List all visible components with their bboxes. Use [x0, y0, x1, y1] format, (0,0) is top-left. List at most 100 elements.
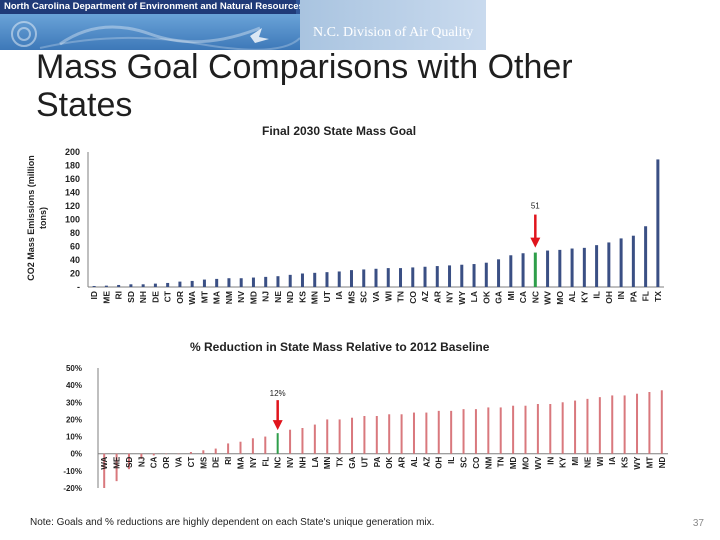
chart2-bar: [611, 395, 614, 454]
chart2-bar: [351, 417, 354, 454]
chart1-x-tick-label: KS: [297, 291, 307, 303]
chart2-x-tick-label: KY: [559, 456, 568, 468]
chart2-x-tick-label: ME: [113, 456, 122, 469]
chart2-x-tick-label: IA: [608, 456, 617, 464]
chart2-bar: [388, 414, 391, 454]
chart2-x-tick-label: NY: [249, 456, 258, 468]
chart1-bar: [558, 249, 562, 287]
chart1-bar: [288, 274, 292, 287]
chart1-highlight-data-label: 51: [531, 202, 540, 211]
chart2-x-tick-label: VA: [175, 457, 184, 468]
chart2-x-tick-label: IN: [546, 456, 555, 464]
chart1-x-tick-label: WV: [543, 291, 553, 305]
page-title: Mass Goal Comparisons with Other States: [36, 48, 573, 124]
chart1-bar: [521, 253, 525, 287]
chart1-y-tick-label: 200: [65, 147, 80, 157]
chart1-x-tick-label: MT: [199, 290, 209, 303]
chart1-y-axis-label: CO2 Mass Emissions (million tons): [26, 155, 48, 281]
chart1-x-tick-label: CT: [163, 290, 173, 302]
chart1-x-tick-label: IL: [592, 291, 602, 299]
chart2-title: % Reduction in State Mass Relative to 20…: [190, 340, 490, 354]
chart1-x-tick-label: NC: [530, 291, 540, 303]
chart2-bar: [412, 412, 415, 454]
chart1-y-tick-label: 40: [70, 255, 80, 265]
chart2-x-tick-label: TX: [336, 456, 345, 467]
chart1-bar: [631, 235, 635, 287]
chart2-x-tick-label: CA: [150, 456, 159, 468]
chart1-x-tick-label: WY: [457, 291, 467, 305]
chart1-y-tick-label: 160: [65, 174, 80, 184]
chart2-y-tick-label: 20%: [66, 415, 82, 424]
chart2-bar: [561, 402, 564, 454]
chart1-bar: [570, 248, 574, 287]
chart1-bar: [325, 272, 329, 287]
chart2-bar: [363, 416, 366, 454]
chart2-bar: [660, 390, 663, 454]
chart2-x-tick-label: TN: [497, 456, 506, 467]
chart1-bar: [227, 278, 231, 287]
chart1-bar: [423, 266, 427, 287]
chart1-bar: [129, 284, 133, 287]
chart2-bar: [574, 400, 577, 454]
chart1-bar: [533, 252, 537, 287]
chart2-bar: [338, 419, 341, 454]
chart1-bar: [448, 265, 452, 287]
chart1-bar: [619, 238, 623, 287]
chart2-bar: [326, 419, 329, 454]
chart1-x-tick-label: DE: [150, 291, 160, 303]
chart1-x-tick-label: SC: [359, 291, 369, 303]
chart2-x-tick-label: WY: [633, 456, 642, 470]
chart1-x-tick-label: SD: [126, 291, 136, 303]
chart1-x-tick-label: AZ: [420, 291, 430, 302]
chart1-y-tick-label: 100: [65, 215, 80, 225]
chart1-bar: [411, 267, 415, 287]
chart1-y-tick-label: 60: [70, 242, 80, 252]
chart2-bar: [450, 410, 453, 454]
chart1-x-tick-label: GA: [494, 291, 504, 304]
chart2-bar: [437, 410, 440, 454]
chart2-x-tick-label: SC: [460, 457, 469, 468]
page-number: 37: [692, 518, 704, 529]
chart2-x-tick-label: MI: [571, 457, 580, 466]
chart1-bar: [399, 268, 403, 287]
chart1-bar: [435, 266, 439, 287]
chart1-y-tick-label: 20: [70, 269, 80, 279]
chart1-bar: [141, 284, 145, 287]
chart2-x-tick-label: NE: [583, 456, 592, 468]
chart2-bar: [400, 414, 403, 454]
chart1-bar: [460, 264, 464, 287]
chart2-x-tick-label: OH: [435, 456, 444, 468]
chart2-y-tick-label: 10%: [66, 433, 82, 442]
chart1-x-tick-label: IA: [334, 291, 344, 300]
chart2-bar: [425, 412, 428, 454]
chart2-bar: [202, 450, 205, 454]
chart2-y-tick-label: 40%: [66, 381, 82, 390]
chart1-bar: [595, 245, 599, 287]
chart2-x-tick-label: LA: [311, 456, 320, 467]
chart2-y-tick-label: -20%: [63, 484, 82, 493]
chart2-highlight-data-label: 12%: [270, 389, 286, 398]
chart1-bar: [386, 268, 390, 287]
chart1-bar: [239, 278, 243, 287]
chart2-x-tick-label: OK: [385, 456, 394, 468]
chart2-x-tick-label: CT: [187, 457, 196, 468]
chart2-x-tick-label: WA: [100, 456, 109, 469]
chart1-bar: [202, 279, 206, 287]
chart2-bar: [152, 453, 155, 456]
chart2-y-tick-label: 50%: [66, 364, 82, 373]
chart2-x-tick-label: CO: [472, 457, 481, 469]
chart1-x-tick-label: MI: [506, 291, 516, 300]
chart2-bar: [127, 453, 130, 470]
chart2-bar: [474, 409, 477, 454]
chart2-bar: [598, 397, 601, 454]
chart2-x-tick-label: OR: [162, 456, 171, 468]
chart1-x-tick-label: KY: [579, 291, 589, 303]
chart2-x-tick-label: AZ: [422, 457, 431, 468]
chart2-x-tick-label: MS: [199, 456, 208, 469]
chart1-x-tick-label: MN: [310, 291, 320, 304]
chart2-bar: [301, 428, 304, 454]
chart1-x-tick-label: LA: [469, 291, 479, 302]
chart2-x-tick-label: MA: [237, 457, 246, 470]
chart1-bar: [251, 277, 255, 287]
chart2-bar: [115, 453, 118, 482]
